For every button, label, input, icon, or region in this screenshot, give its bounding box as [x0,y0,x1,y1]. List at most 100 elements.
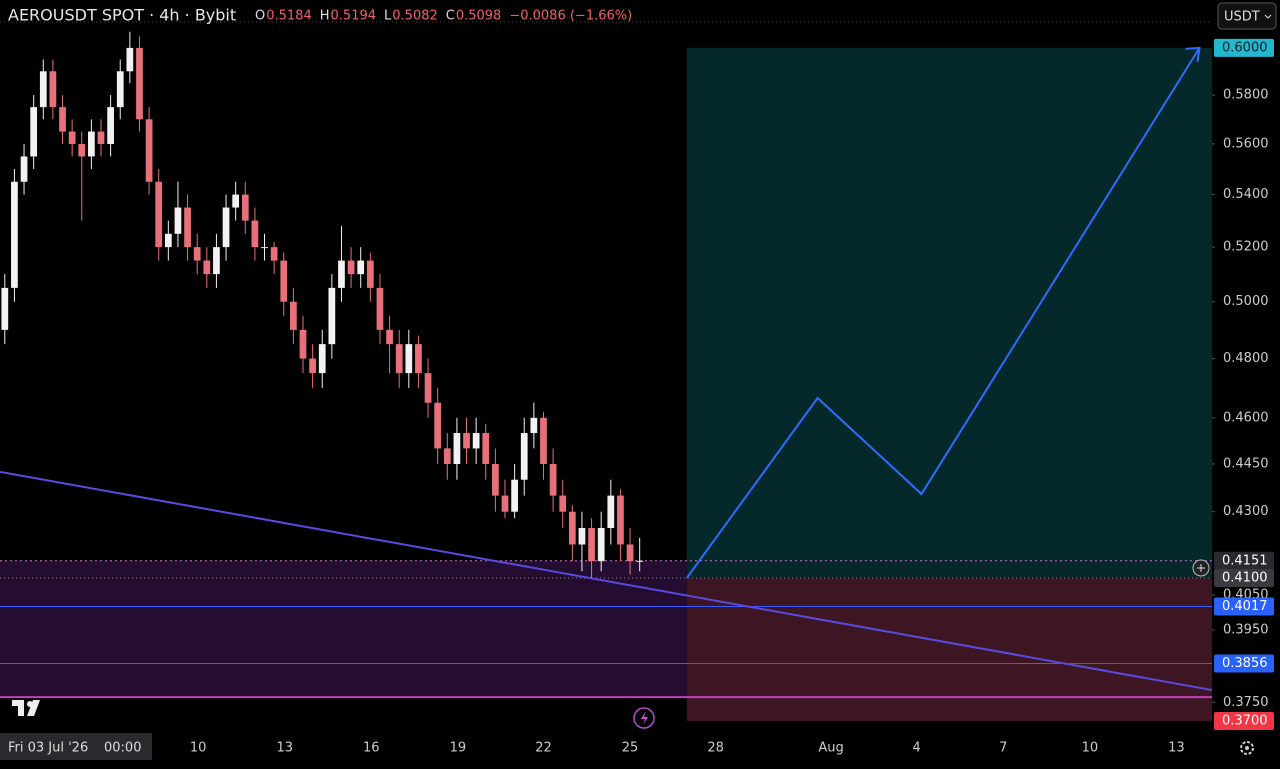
candle-body [366,260,374,288]
candle-body [443,448,451,464]
y-tick-label: 0.3950 [1223,622,1269,637]
date-label: Fri 03 Jul '26 [8,741,88,756]
candle-body [241,194,249,221]
price-label-box [1214,38,1274,57]
candle-body [492,463,499,496]
candle-body [261,247,268,249]
y-tick-label: 0.4300 [1223,504,1269,519]
y-tick-label: 0.5000 [1223,294,1269,309]
price-label: 0.4151 [1222,553,1268,568]
candle-body [636,560,644,562]
candle-body [472,433,480,449]
candle-body [607,495,615,528]
price-label: 0.6000 [1222,40,1268,55]
date-box [0,733,152,760]
x-tick-label: 22 [535,741,552,756]
candle-body [20,156,28,182]
lightning-icon[interactable] [641,711,648,725]
candle-body [126,47,134,72]
settings-button[interactable] [1240,741,1254,755]
candle-body [1,287,9,330]
candle-body [520,433,528,480]
candle-body [578,527,586,545]
currency-box[interactable] [1217,2,1277,30]
candle-body [540,417,547,464]
x-tick-label: 28 [707,741,724,756]
candle-body [222,207,230,248]
projection-path [685,47,1201,579]
stop-zone [686,578,1212,721]
ohlc-value: 0.5194 [331,9,377,24]
candle-body [626,544,634,562]
candle-body [78,143,86,157]
ohlc-value: 0.5184 [266,9,312,24]
y-tick-label: 0.5200 [1223,240,1269,255]
ohlc-key: C [446,9,455,24]
candle-body [164,233,172,248]
candle-body [588,527,595,562]
lightning-circle[interactable] [633,707,655,729]
y-tick-label: 0.5800 [1223,88,1269,103]
candle-body [251,220,259,248]
candle-body [203,260,211,275]
support-zone [0,560,687,698]
candle-body [453,433,461,464]
candle-body [511,479,518,512]
gear-center[interactable] [1245,746,1249,750]
lightning-button[interactable] [633,707,655,729]
candle-body [597,527,605,562]
candle-body [328,287,336,345]
candle-body [617,495,624,545]
candle-body [97,131,105,144]
price-label: 0.3856 [1222,656,1268,671]
x-tick-label: 10 [1082,741,1099,756]
price-axis: 0.5800 0.5600 0.5400 0.5200 0.5000 0.4800 0.46… [190,38,1274,756]
candle-body [136,47,143,120]
plot-area [0,31,1213,721]
price-label: 0.3700 [1222,713,1268,728]
candle-body [107,107,114,144]
candle-body [463,433,470,449]
ohlc-value: 0.5098 [456,9,502,24]
add-plus[interactable] [1197,564,1205,572]
x-tick-label: 13 [276,741,293,756]
x-tick-label: 19 [450,741,467,756]
candle-body [88,131,95,157]
y-tick-label: 0.4800 [1223,351,1269,366]
projection-arrow [1185,46,1201,63]
candle-body [232,194,240,208]
candle-body [116,71,124,108]
currency[interactable]: USDT [1224,10,1260,25]
candle-body [568,511,576,545]
crosshair-add[interactable] [1192,559,1210,577]
candle-body [501,495,509,512]
candle-body [559,495,567,512]
tv-logo [12,700,40,716]
x-tick-label: Aug [818,741,843,756]
candle-body [395,344,403,374]
x-tick-label: 4 [913,741,921,756]
candle-body [49,71,57,108]
candle-body [213,247,220,275]
candle-body [549,463,557,496]
candle-body [68,131,76,144]
candle-body [405,344,413,374]
price-label: 0.4100 [1222,571,1268,586]
y-tick-label: 0.4450 [1223,456,1269,471]
currency-button[interactable]: USDT [1217,2,1277,30]
gear[interactable] [1240,741,1254,755]
ohlc-value: 0.5082 [392,9,438,24]
candle-body [145,119,153,182]
x-tick-label: 10 [190,741,207,756]
candle-body [299,329,307,359]
dropdown-arrow[interactable] [1264,14,1272,19]
x-tick-label: 13 [1168,741,1185,756]
candle-body [30,107,38,157]
x-tick-label: 25 [622,741,639,756]
candle-body [338,260,345,288]
ohlc-readout: O 0.5184 H 0.5194 L 0.5082 C 0.5098 −0.0086 (−1.… [255,9,632,24]
ohlc-key: H [320,9,330,24]
candle-body [309,358,316,374]
